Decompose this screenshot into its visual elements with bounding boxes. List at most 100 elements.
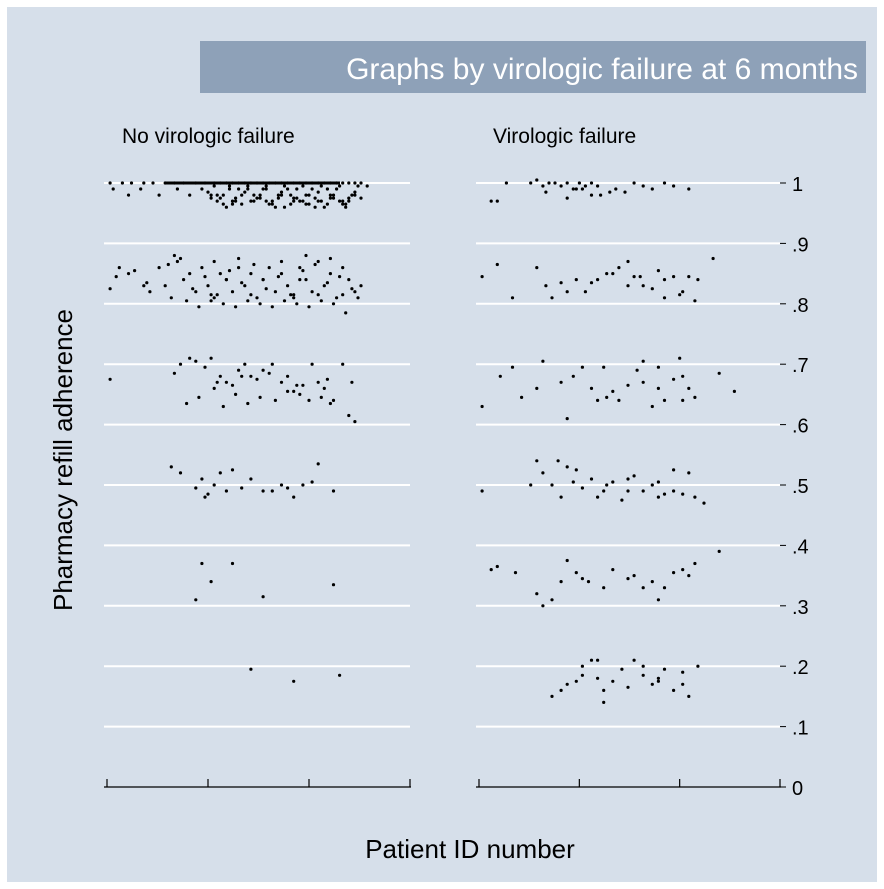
data-point: [295, 196, 299, 200]
data-point: [602, 586, 606, 590]
data-point: [243, 284, 247, 288]
data-point: [212, 386, 216, 390]
data-point: [224, 205, 228, 209]
data-point: [328, 272, 332, 276]
data-point: [240, 281, 244, 285]
data-point: [172, 181, 176, 185]
data-point: [656, 598, 661, 602]
data-point: [611, 568, 615, 572]
data-point: [641, 673, 645, 677]
data-point: [325, 202, 329, 206]
data-point: [565, 465, 569, 469]
y-tick-label: .2: [792, 657, 809, 679]
data-point: [246, 401, 250, 406]
data-point: [212, 181, 216, 185]
data-point: [678, 356, 682, 360]
data-point: [194, 486, 198, 490]
data-point: [687, 471, 691, 475]
data-point: [194, 181, 198, 185]
data-point: [602, 700, 606, 705]
data-point: [480, 489, 484, 493]
data-point: [175, 187, 179, 191]
data-point: [626, 383, 630, 387]
data-point: [298, 199, 302, 203]
data-point: [215, 193, 219, 197]
data-point: [599, 193, 603, 197]
data-point: [641, 586, 645, 590]
data-point: [267, 266, 271, 270]
data-point: [547, 181, 551, 185]
data-point: [325, 377, 329, 381]
data-point: [556, 459, 560, 463]
data-point: [282, 299, 287, 303]
data-point: [632, 181, 636, 185]
data-point: [589, 386, 594, 390]
data-point: [188, 193, 192, 197]
data-point: [175, 259, 179, 264]
panel-label-left: No virologic failure: [122, 125, 295, 148]
data-point: [696, 278, 700, 282]
data-point: [331, 489, 336, 493]
data-point: [341, 181, 345, 185]
data-point: [108, 181, 112, 185]
data-point: [347, 181, 351, 185]
data-point: [139, 187, 143, 191]
data-point: [178, 362, 183, 366]
data-point: [203, 181, 207, 185]
data-point: [126, 272, 131, 276]
data-point: [596, 658, 600, 662]
data-point: [580, 664, 585, 668]
data-point: [243, 362, 247, 366]
data-point: [304, 253, 308, 258]
data-point: [347, 413, 351, 418]
data-point: [344, 311, 348, 315]
title-band: [200, 41, 866, 93]
data-point: [212, 184, 216, 188]
data-point: [331, 398, 336, 402]
data-point: [151, 181, 155, 185]
data-point: [240, 193, 244, 197]
data-point: [687, 574, 691, 578]
data-point: [258, 193, 262, 197]
data-point: [246, 184, 250, 188]
data-point: [322, 284, 326, 288]
data-point: [541, 471, 545, 475]
data-point: [185, 401, 189, 406]
data-point: [565, 181, 569, 185]
data-point: [574, 468, 578, 472]
data-point: [292, 495, 296, 499]
data-point: [544, 284, 548, 288]
data-point: [157, 193, 161, 197]
data-point: [693, 561, 697, 566]
data-point: [249, 374, 253, 378]
data-point: [580, 577, 585, 581]
data-point: [693, 299, 697, 303]
data-point: [347, 196, 351, 200]
data-point: [206, 190, 210, 194]
data-point: [163, 181, 167, 185]
data-point: [249, 293, 253, 297]
data-point: [510, 296, 515, 300]
data-point: [301, 383, 305, 387]
data-point: [289, 193, 293, 197]
data-point: [580, 187, 585, 191]
data-point: [304, 181, 308, 185]
data-point: [310, 290, 314, 294]
data-point: [234, 199, 238, 203]
data-point: [200, 266, 204, 270]
data-point: [344, 202, 348, 206]
data-point: [335, 181, 339, 185]
y-tick-label: 1: [792, 174, 803, 196]
data-point: [353, 420, 357, 424]
data-point: [353, 290, 357, 294]
data-point: [221, 202, 225, 206]
data-point: [353, 193, 357, 197]
data-point: [237, 256, 241, 261]
data-point: [230, 468, 235, 472]
data-point: [322, 205, 326, 209]
data-point: [550, 694, 554, 699]
data-point: [565, 417, 569, 421]
data-point: [626, 577, 630, 581]
data-point: [617, 398, 621, 402]
